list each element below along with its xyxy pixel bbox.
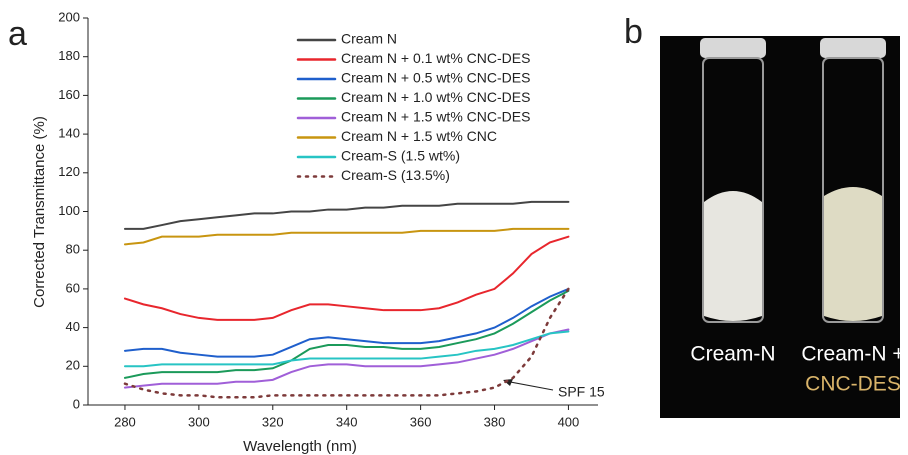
y-tick-label: 20 <box>66 358 80 373</box>
legend-label: Cream N + 1.5 wt% CNC <box>341 128 497 144</box>
y-tick-label: 0 <box>73 396 80 411</box>
panel-label: b <box>624 13 643 51</box>
legend-label: Cream-S (1.5 wt%) <box>341 148 460 164</box>
x-tick-label: 300 <box>188 414 210 429</box>
series-line <box>123 328 570 389</box>
x-tick-label: 400 <box>558 414 580 429</box>
photo-label: Cream-N + <box>801 343 904 366</box>
series-line <box>123 289 570 379</box>
series-line <box>123 227 570 246</box>
y-tick-label: 160 <box>58 87 80 102</box>
photo-label: CNC-DES <box>805 373 901 396</box>
annotation-arrow <box>504 380 554 391</box>
x-tick-label: 320 <box>262 414 284 429</box>
legend-label: Cream N + 1.5 wt% CNC-DES <box>341 109 530 125</box>
legend-label: Cream N + 0.5 wt% CNC-DES <box>341 70 530 86</box>
panel-label: a <box>8 15 27 53</box>
y-tick-label: 40 <box>66 319 80 334</box>
cream <box>704 191 762 321</box>
annotation: SPF 15 <box>558 384 605 400</box>
x-axis-label: Wavelength (nm) <box>243 438 357 455</box>
series-line <box>123 200 570 230</box>
legend-label: Cream N + 0.1 wt% CNC-DES <box>341 50 530 66</box>
y-tick-label: 180 <box>58 48 80 63</box>
y-tick-label: 120 <box>58 164 80 179</box>
vial <box>822 57 884 323</box>
series-line <box>123 235 570 321</box>
series-line <box>123 330 570 368</box>
x-tick-label: 340 <box>336 414 358 429</box>
series-line <box>123 287 570 358</box>
vial <box>702 57 764 323</box>
y-tick-label: 100 <box>58 203 80 218</box>
vial-cap <box>820 38 886 58</box>
y-axis-label: Corrected Transmittance (%) <box>31 116 48 308</box>
series-line <box>123 287 570 399</box>
y-tick-label: 60 <box>66 280 80 295</box>
legend-label: Cream N + 1.0 wt% CNC-DES <box>341 89 530 105</box>
legend-label: Cream-S (13.5%) <box>341 167 450 183</box>
x-tick-label: 360 <box>410 414 432 429</box>
vial-cap <box>700 38 766 58</box>
legend-label: Cream N <box>341 31 397 47</box>
cream <box>824 187 882 321</box>
photo-label: Cream-N <box>690 343 775 366</box>
x-tick-label: 280 <box>114 414 136 429</box>
y-tick-label: 80 <box>66 242 80 257</box>
photo-panel: b Cream-N Cream-N + CNC-DES <box>624 13 905 418</box>
y-tick-label: 200 <box>58 9 80 24</box>
x-tick-label: 380 <box>484 414 506 429</box>
y-tick-label: 140 <box>58 126 80 141</box>
